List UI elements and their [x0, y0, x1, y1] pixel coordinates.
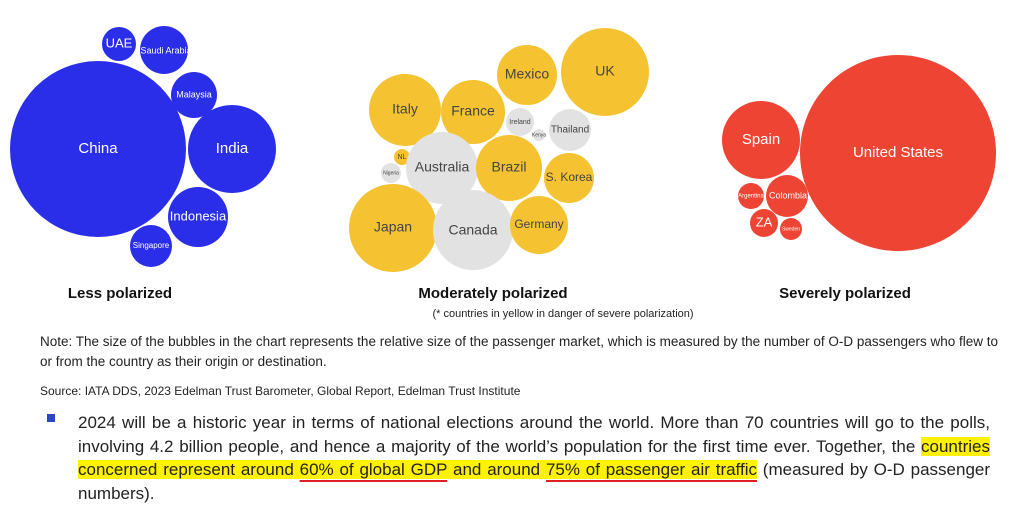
bubble-label: UK [595, 63, 615, 79]
bubble-label: Thailand [551, 125, 589, 136]
bubble [394, 149, 410, 165]
bubble-label: Brazil [491, 159, 526, 175]
bubble-label: Singapore [133, 241, 170, 250]
bubble [544, 153, 594, 203]
bubble-label: Ireland [509, 119, 531, 126]
bubble [766, 175, 808, 217]
bubble-label: Saudi Arabia [140, 45, 191, 55]
bubble-label: Argentina [738, 194, 764, 200]
bubble-label: Colombia [769, 190, 807, 200]
bubble-label: UAE [106, 35, 133, 50]
bubble-label: Kenya [532, 132, 546, 138]
bubble-label: Canada [448, 222, 497, 238]
bubble [10, 61, 186, 237]
highlight: 60% of global GDP [299, 460, 448, 479]
bubble [510, 196, 568, 254]
text: 2024 will be a historic year in terms of… [78, 413, 990, 456]
bubble [800, 55, 996, 251]
bullet-text: 2024 will be a historic year in terms of… [78, 411, 990, 505]
bubble [433, 190, 513, 270]
bubble-label: S. Korea [546, 170, 593, 184]
bubble-label: China [78, 140, 118, 157]
bubble [497, 45, 557, 105]
highlight: 75% of passenger air traffic [545, 460, 757, 479]
bubble-label: Germany [514, 217, 563, 231]
bullet-marker [47, 414, 55, 422]
bubble [168, 187, 228, 247]
bubble [349, 184, 437, 272]
group-subtitle: (* countries in yellow in danger of seve… [432, 308, 693, 320]
bubble [441, 80, 505, 144]
bubble-charts: China India Indonesia Malaysia Saudi Ara… [10, 26, 996, 320]
bubble-label: Malaysia [176, 89, 212, 99]
bubble-label: Sweden [782, 226, 800, 232]
bubble [171, 72, 217, 118]
bubble-label: Italy [392, 101, 418, 117]
group-severe: United States Spain Argentina Colombia Z… [722, 55, 996, 251]
group-title: Less polarized [68, 285, 172, 302]
bubble-label: India [216, 140, 249, 157]
bubble-label: United States [853, 144, 943, 161]
bubble [369, 74, 441, 146]
highlight: and around [447, 460, 546, 479]
bubble [549, 109, 591, 151]
bubble [780, 218, 802, 240]
bubble-label: France [451, 103, 495, 119]
bubble [506, 108, 534, 136]
bubble-label: Japan [374, 219, 412, 235]
bubble [750, 209, 778, 237]
bubble [130, 225, 172, 267]
bubble [381, 163, 401, 183]
note: Note: The size of the bubbles in the cha… [40, 334, 998, 369]
bubble-label: Mexico [505, 66, 550, 82]
bubble [140, 26, 188, 74]
bubble [561, 28, 649, 116]
bubble-label: Nigeria [383, 170, 399, 176]
bubble-label: Australia [415, 159, 470, 175]
bubble-label: Spain [742, 131, 780, 148]
group-less: China India Indonesia Malaysia Saudi Ara… [10, 26, 276, 267]
bubble [102, 27, 136, 61]
bubble-label: NL [398, 154, 407, 161]
group-moderate: Mexico UK Italy France Ireland Kenya Tha… [349, 28, 649, 272]
text: (measured by O-D passenger numbers). [78, 460, 991, 503]
bubble [738, 183, 764, 209]
bubble [406, 132, 478, 204]
bubble [476, 135, 542, 201]
group-title: Severely polarized [779, 285, 911, 302]
bubble [533, 129, 545, 141]
source: Source: IATA DDS, 2023 Edelman Trust Bar… [40, 384, 521, 398]
bubble-label: Indonesia [170, 208, 227, 223]
bubble [188, 105, 276, 193]
bubble [722, 101, 800, 179]
bubble-label: ZA [756, 214, 773, 229]
group-title: Moderately polarized [418, 285, 567, 302]
